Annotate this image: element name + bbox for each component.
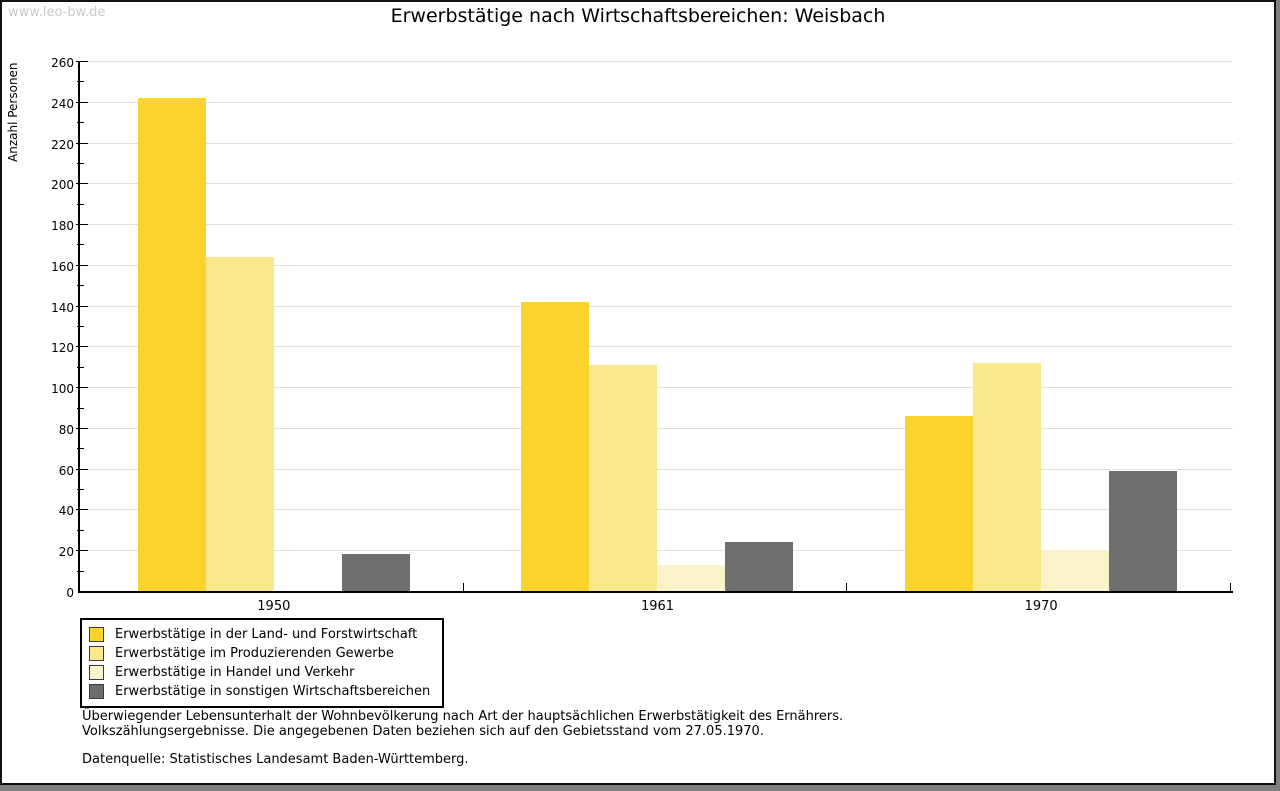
gridline-220 (80, 142, 1233, 144)
gridline-240 (80, 101, 1233, 103)
leo-bw-watermark: www.leo-bw.de (8, 5, 106, 20)
y-minor-tick-10 (77, 570, 84, 572)
y-tick-label-20: 20 (58, 545, 74, 560)
legend-row-3: Erwerbstätige in Handel und Verkehr (89, 663, 430, 682)
legend-label: Erwerbstätige in Handel und Verkehr (115, 665, 355, 680)
bar-1970-series-1 (904, 415, 973, 591)
bar-1970-series-3 (1040, 550, 1109, 591)
y-major-tick-240 (76, 101, 88, 103)
y-major-tick-160 (76, 264, 88, 266)
gridline-120 (80, 346, 1233, 348)
y-minor-tick-190 (77, 203, 84, 205)
x-boundary-tick-2 (846, 583, 847, 591)
gridline-260 (80, 61, 1233, 62)
y-tick-label-240: 240 (51, 96, 74, 111)
y-tick-label-200: 200 (51, 178, 74, 193)
y-minor-tick-170 (77, 244, 84, 246)
footnote-line-1: Überwiegender Lebensunterhalt der Wohnbe… (82, 709, 844, 724)
bar-1970-series-2 (972, 362, 1041, 591)
legend-swatch-icon (89, 627, 104, 642)
y-tick-label-40: 40 (58, 504, 74, 519)
legend-swatch-icon (89, 665, 104, 680)
y-axis-label: Anzahl Personen (6, 62, 20, 162)
x-boundary-tick-1 (463, 583, 464, 591)
y-minor-tick-130 (77, 326, 84, 327)
y-tick-label-80: 80 (58, 422, 74, 437)
footnote: Überwiegender Lebensunterhalt der Wohnbe… (82, 709, 843, 767)
y-tick-label-0: 0 (66, 586, 74, 600)
y-tick-label-180: 180 (51, 219, 74, 234)
y-major-tick-120 (76, 346, 88, 348)
y-tick-label-160: 160 (51, 259, 74, 274)
footnote-line-2: Volkszählungsergebnisse. Die angegebenen… (82, 724, 764, 739)
x-tick-label-1970: 1970 (1024, 599, 1058, 614)
y-minor-tick-250 (77, 81, 84, 83)
y-major-tick-220 (76, 142, 88, 144)
y-minor-tick-150 (77, 285, 84, 287)
legend-swatch-icon (89, 646, 104, 661)
y-tick-label-120: 120 (51, 341, 74, 356)
legend-label: Erwerbstätige in der Land- und Forstwirt… (115, 627, 418, 642)
y-minor-tick-90 (77, 407, 84, 409)
legend-row-4: Erwerbstätige in sonstigen Wirtschaftsbe… (89, 682, 430, 701)
y-major-tick-20 (76, 550, 88, 552)
y-major-tick-40 (76, 509, 88, 511)
legend-swatch-icon (89, 684, 104, 699)
y-minor-tick-70 (77, 448, 84, 450)
y-tick-label-100: 100 (51, 382, 74, 397)
data-source: Datenquelle: Statistisches Landesamt Bad… (82, 752, 469, 767)
y-major-tick-100 (76, 387, 88, 389)
y-tick-label-260: 260 (51, 56, 74, 70)
y-major-tick-140 (76, 305, 88, 307)
y-minor-tick-30 (77, 529, 84, 531)
plot-area (76, 61, 1233, 593)
x-boundary-tick-3 (1230, 583, 1231, 591)
bar-1950-series-1 (137, 97, 206, 591)
bar-1961-series-2 (589, 364, 658, 591)
y-minor-tick-110 (77, 366, 84, 368)
bar-1950-series-4 (341, 554, 410, 591)
y-major-tick-60 (76, 468, 88, 470)
legend-label: Erwerbstätige in sonstigen Wirtschaftsbe… (115, 684, 431, 699)
bar-1961-series-4 (725, 542, 794, 591)
bar-1970-series-4 (1108, 470, 1177, 591)
y-tick-label-140: 140 (51, 300, 74, 315)
x-tick-label-1950: 1950 (257, 599, 291, 614)
y-major-tick-200 (76, 183, 88, 185)
legend-row-2: Erwerbstätige im Produzierenden Gewerbe (89, 644, 430, 663)
gridline-140 (80, 305, 1233, 307)
y-major-tick-180 (76, 224, 88, 226)
y-major-tick-260 (76, 61, 88, 62)
y-tick-label-220: 220 (51, 137, 74, 152)
bar-1950-series-2 (205, 256, 274, 591)
legend-label: Erwerbstätige im Produzierenden Gewerbe (115, 646, 394, 661)
legend: Erwerbstätige in der Land- und Forstwirt… (80, 618, 445, 708)
y-tick-label-60: 60 (58, 463, 74, 478)
chart-title: Erwerbstätige nach Wirtschaftsbereichen:… (390, 5, 886, 27)
gridline-160 (80, 264, 1233, 266)
legend-row-1: Erwerbstätige in der Land- und Forstwirt… (89, 625, 430, 644)
bar-1961-series-1 (521, 301, 590, 591)
bar-1961-series-3 (657, 564, 726, 591)
y-minor-tick-50 (77, 489, 84, 491)
y-major-tick-80 (76, 427, 88, 429)
gridline-200 (80, 183, 1233, 185)
y-minor-tick-210 (77, 162, 84, 164)
gridline-180 (80, 224, 1233, 226)
x-tick-label-1961: 1961 (640, 599, 675, 614)
y-minor-tick-230 (77, 122, 84, 124)
